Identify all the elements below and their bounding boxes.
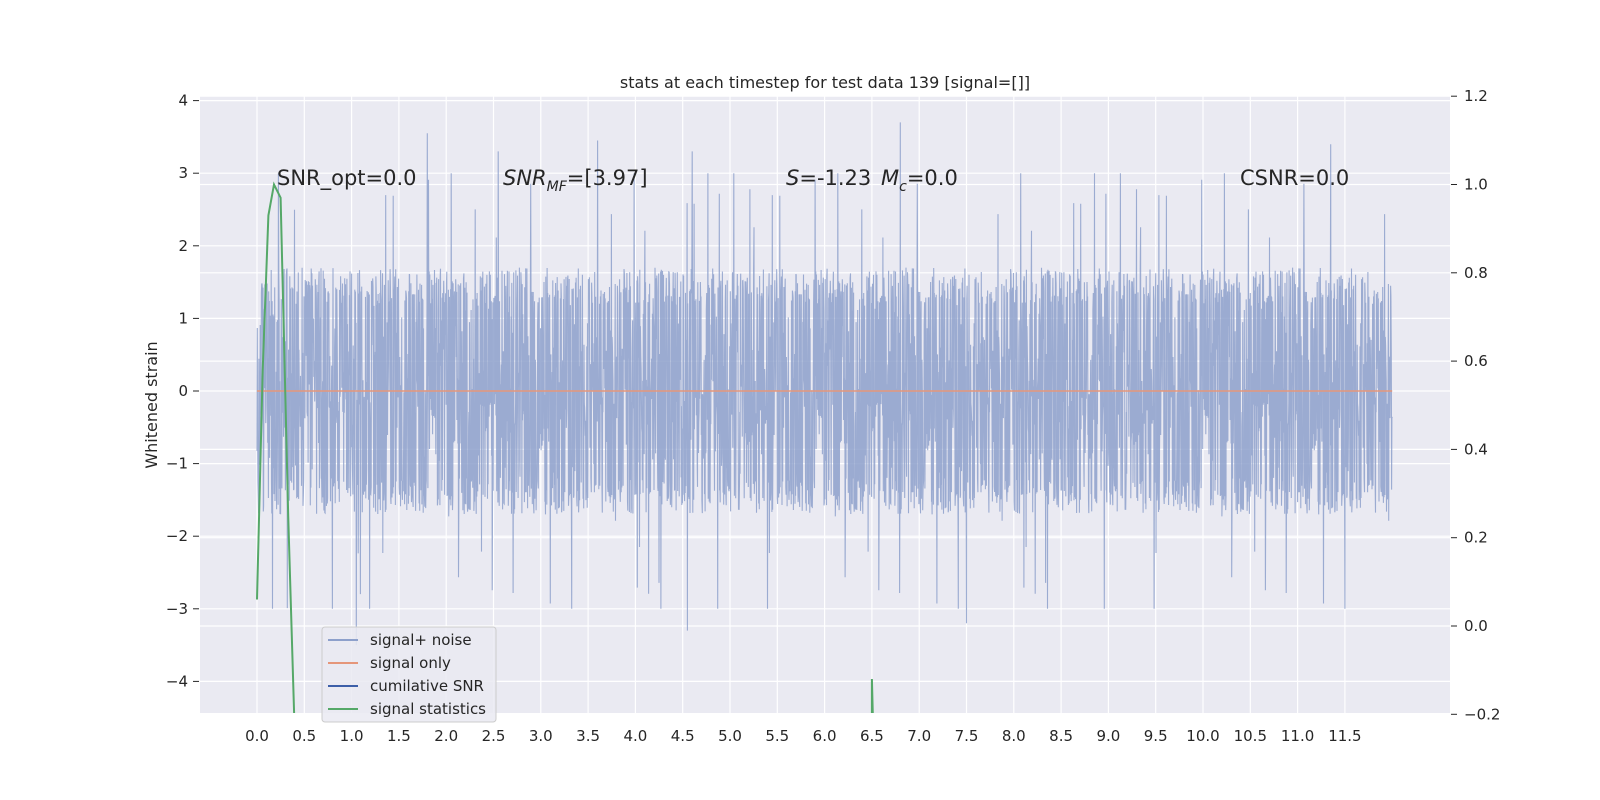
x-tick-label: 8.0 bbox=[1002, 727, 1026, 745]
legend-label: signal only bbox=[370, 654, 451, 672]
x-tick-label: 3.0 bbox=[529, 727, 553, 745]
x-tick-label: 1.5 bbox=[387, 727, 411, 745]
y-tick-label: −4 bbox=[166, 672, 188, 690]
y2-tick-labels: 1.2 1.0 0.8 0.6 0.4 0.2 0.0 −0.2 bbox=[1451, 87, 1500, 723]
legend-label: signal statistics bbox=[370, 700, 486, 718]
x-tick-label: 7.5 bbox=[955, 727, 979, 745]
x-tick-label: 0.5 bbox=[292, 727, 316, 745]
y2-tick-label: 0.2 bbox=[1464, 529, 1488, 547]
y2-tick-label: −0.2 bbox=[1464, 705, 1500, 723]
y2-tick-label: 0.0 bbox=[1464, 617, 1488, 635]
y-tick-label: 2 bbox=[178, 237, 188, 255]
y-tick-label: 0 bbox=[178, 382, 188, 400]
x-tick-label: 9.0 bbox=[1096, 727, 1120, 745]
chart-title: stats at each timestep for test data 139… bbox=[620, 73, 1030, 92]
x-tick-label: 0.0 bbox=[245, 727, 269, 745]
x-tick-label: 10.5 bbox=[1234, 727, 1267, 745]
legend-label: cumilative SNR bbox=[370, 677, 484, 695]
y2-tick-label: 1.2 bbox=[1464, 87, 1488, 105]
annotation-snr-opt: SNR_opt=0.0 bbox=[277, 166, 417, 191]
x-tick-labels: 0.0 0.5 1.0 1.5 2.0 2.5 3.0 3.5 4.0 4.5 5.0 5.5 6.0 6… bbox=[245, 727, 1362, 745]
legend-label: signal+ noise bbox=[370, 631, 472, 649]
y2-tick-label: 0.4 bbox=[1464, 440, 1488, 458]
y-tick-label: 4 bbox=[178, 92, 188, 110]
y2-tick-label: 0.8 bbox=[1464, 264, 1488, 282]
y-tick-label: −1 bbox=[166, 455, 188, 473]
x-tick-label: 6.0 bbox=[813, 727, 837, 745]
x-tick-label: 1.0 bbox=[340, 727, 364, 745]
x-tick-label: 9.5 bbox=[1144, 727, 1168, 745]
x-tick-label: 4.5 bbox=[671, 727, 695, 745]
y-tick-label: −3 bbox=[166, 600, 188, 618]
x-tick-label: 10.0 bbox=[1186, 727, 1219, 745]
y-axis-label: Whitened strain bbox=[142, 341, 161, 468]
y-tick-labels: 4 3 2 1 0 −1 −2 −3 −4 bbox=[166, 92, 199, 690]
annotation-csnr: CSNR=0.0 bbox=[1240, 166, 1349, 190]
legend-box bbox=[321, 626, 497, 723]
annotation-snr-mf: SNRMF=[3.97] bbox=[503, 166, 648, 195]
x-tick-label: 5.5 bbox=[765, 727, 789, 745]
x-tick-label: 6.5 bbox=[860, 727, 884, 745]
y-tick-label: 1 bbox=[178, 309, 188, 327]
x-tick-label: 2.0 bbox=[434, 727, 458, 745]
x-tick-label: 11.0 bbox=[1281, 727, 1314, 745]
x-tick-label: 3.5 bbox=[576, 727, 600, 745]
y2-tick-label: 1.0 bbox=[1464, 176, 1488, 194]
x-tick-label: 11.5 bbox=[1328, 727, 1361, 745]
x-tick-label: 4.0 bbox=[623, 727, 647, 745]
signal-statistics-line bbox=[256, 181, 296, 713]
legend: signal+ noise signal only cumilative SNR si… bbox=[321, 626, 497, 723]
x-tick-label: 5.0 bbox=[718, 727, 742, 745]
series-signal-noise bbox=[256, 122, 1393, 646]
signal-statistics-line bbox=[870, 678, 874, 713]
annotation-mc: Mc=0.0 bbox=[881, 166, 958, 195]
x-tick-label: 2.5 bbox=[482, 727, 506, 745]
signal-noise-line bbox=[256, 122, 1393, 646]
y2-tick-label: 0.6 bbox=[1464, 352, 1488, 370]
annotation-s: S=-1.23 bbox=[786, 166, 871, 190]
y-tick-label: −2 bbox=[166, 527, 188, 545]
x-tick-label: 8.5 bbox=[1049, 727, 1073, 745]
y-tick-label: 3 bbox=[178, 164, 188, 182]
series-lines bbox=[256, 181, 1393, 713]
x-tick-label: 7.0 bbox=[907, 727, 931, 745]
